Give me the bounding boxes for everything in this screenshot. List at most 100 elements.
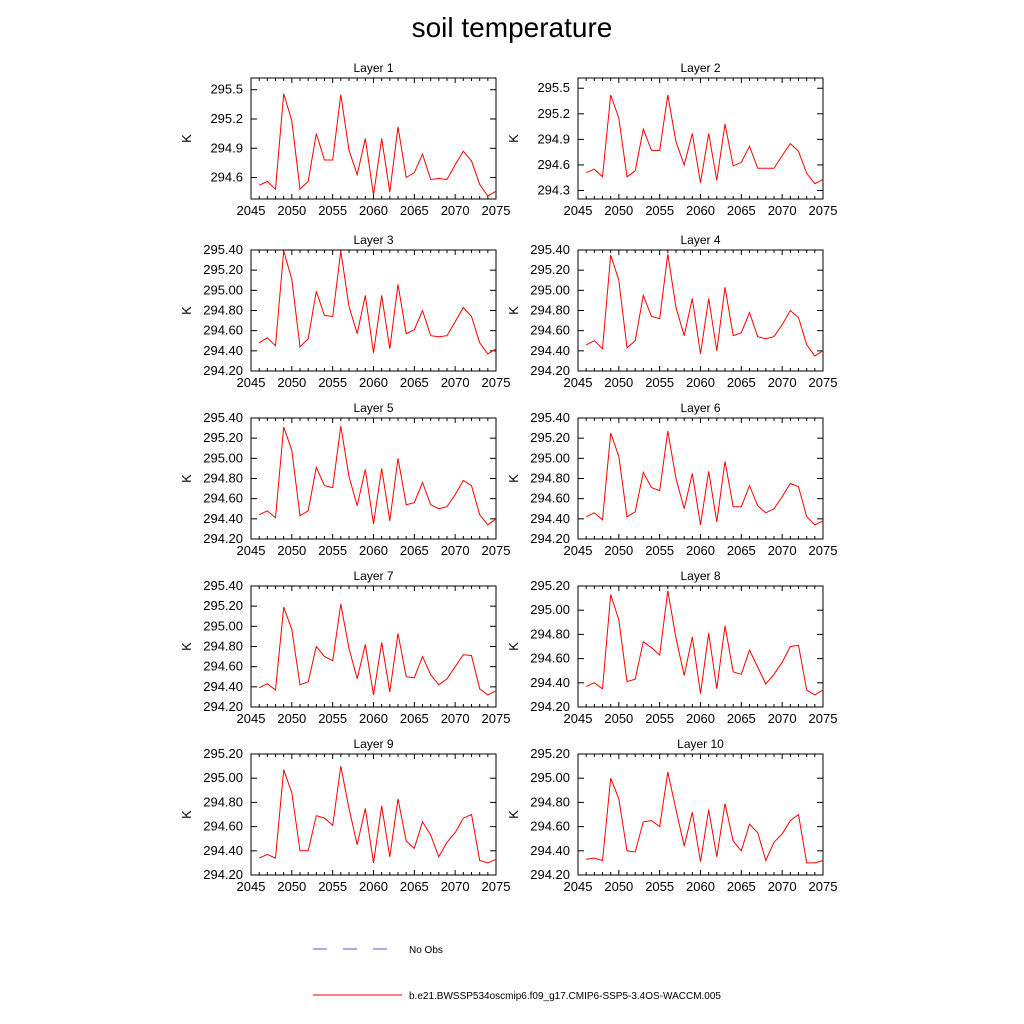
x-tick-label: 2045 (564, 203, 593, 218)
series-line (258, 604, 497, 696)
x-tick-label: 2050 (277, 711, 306, 726)
x-tick-label: 2070 (441, 879, 470, 894)
x-tick-label: 2055 (645, 543, 674, 558)
panel-title: Layer 10 (677, 737, 724, 751)
y-tick-label: 294.80 (530, 626, 570, 641)
y-tick-label: 295.20 (530, 262, 570, 277)
y-tick-label: 294.40 (203, 511, 243, 526)
y-tick-label: 294.20 (203, 699, 243, 714)
series-line (258, 93, 497, 197)
x-tick-label: 2055 (318, 203, 347, 218)
x-tick-label: 2070 (441, 543, 470, 558)
y-tick-label: 294.20 (530, 531, 570, 546)
x-tick-label: 2055 (645, 711, 674, 726)
y-tick-label: 294.60 (530, 491, 570, 506)
figure-title: soil temperature (411, 12, 613, 43)
x-tick-label: 2045 (237, 711, 266, 726)
x-tick-label: 2065 (400, 879, 429, 894)
x-tick-label: 2075 (809, 203, 838, 218)
y-tick-label: 294.6 (537, 157, 570, 172)
y-tick-label: 294.20 (530, 363, 570, 378)
y-tick-label: 294.60 (530, 323, 570, 338)
plot-frame (577, 585, 824, 708)
panels-group: Layer 1 K 2045 2050 2055 2060 2065 2070 2075 294.… (179, 61, 837, 894)
y-tick-label: 294.80 (530, 471, 570, 486)
series-line (586, 771, 824, 864)
panel-layer-1: Layer 1 K 2045 2050 2055 2060 2065 2070 2075 294.… (179, 61, 510, 218)
y-axis-label: K (179, 810, 194, 819)
panel-title: Layer 8 (680, 569, 720, 583)
x-tick-label: 2075 (482, 203, 511, 218)
plot-frame (250, 585, 497, 708)
x-tick-label: 2070 (768, 203, 797, 218)
panel-layer-7: Layer 7 K 2045 2050 2055 2060 2065 2070 2075 294.… (179, 569, 510, 726)
x-tick-label: 2055 (645, 879, 674, 894)
y-axis-label: K (179, 474, 194, 483)
y-tick-label: 294.20 (203, 867, 243, 882)
y-axis-label: K (179, 642, 194, 651)
y-tick-label: 295.20 (203, 262, 243, 277)
x-tick-label: 2075 (809, 543, 838, 558)
panel-layer-5: Layer 5 K 2045 2050 2055 2060 2065 2070 2075 294.… (179, 401, 510, 558)
panel-layer-10: Layer 10 K 2045 2050 2055 2060 2065 2070 2075 294… (506, 737, 837, 894)
x-tick-label: 2075 (482, 711, 511, 726)
x-tick-label: 2050 (604, 711, 633, 726)
y-tick-label: 294.40 (203, 343, 243, 358)
x-tick-label: 2050 (604, 879, 633, 894)
y-axis-label: K (506, 474, 521, 483)
y-tick-label: 295.2 (210, 111, 243, 126)
y-tick-label: 295.00 (203, 618, 243, 633)
y-tick-label: 294.80 (530, 303, 570, 318)
y-tick-label: 295.00 (530, 602, 570, 617)
x-tick-label: 2065 (400, 543, 429, 558)
y-tick-label: 295.20 (203, 430, 243, 445)
y-tick-label: 295.00 (530, 450, 570, 465)
x-tick-label: 2060 (686, 203, 715, 218)
x-tick-label: 2045 (237, 879, 266, 894)
y-tick-label: 295.2 (537, 106, 570, 121)
x-tick-label: 2050 (604, 375, 633, 390)
x-tick-label: 2065 (727, 543, 756, 558)
y-tick-label: 294.80 (203, 639, 243, 654)
x-tick-label: 2050 (277, 543, 306, 558)
y-axis-label: K (506, 810, 521, 819)
y-tick-label: 295.00 (203, 450, 243, 465)
x-tick-label: 2045 (237, 543, 266, 558)
x-tick-label: 2045 (564, 711, 593, 726)
x-tick-label: 2055 (645, 375, 674, 390)
y-tick-label: 295.40 (530, 242, 570, 257)
panel-title: Layer 2 (680, 61, 720, 75)
x-tick-label: 2065 (727, 711, 756, 726)
y-tick-label: 294.40 (203, 679, 243, 694)
x-tick-label: 2065 (727, 203, 756, 218)
y-tick-label: 294.80 (203, 303, 243, 318)
y-tick-label: 294.40 (203, 843, 243, 858)
x-tick-label: 2060 (686, 711, 715, 726)
y-tick-label: 295.40 (203, 410, 243, 425)
y-tick-label: 294.60 (203, 819, 243, 834)
x-tick-label: 2045 (237, 375, 266, 390)
legend-model-label: b.e21.BWSSP534oscmip6.f09_g17.CMIP6-SSP5… (409, 991, 721, 1002)
x-tick-label: 2065 (727, 375, 756, 390)
y-tick-label: 295.5 (537, 80, 570, 95)
plot-frame (250, 77, 497, 200)
x-tick-label: 2060 (359, 543, 388, 558)
x-tick-label: 2070 (441, 203, 470, 218)
y-tick-label: 294.60 (203, 659, 243, 674)
y-axis-label: K (506, 642, 521, 651)
y-tick-label: 295.40 (203, 578, 243, 593)
x-tick-label: 2065 (400, 203, 429, 218)
x-tick-label: 2045 (564, 879, 593, 894)
x-tick-label: 2055 (318, 879, 347, 894)
y-tick-label: 295.00 (203, 282, 243, 297)
y-tick-label: 294.80 (203, 471, 243, 486)
y-axis-label: K (179, 306, 194, 315)
panel-title: Layer 3 (353, 233, 393, 247)
y-tick-label: 294.40 (530, 511, 570, 526)
x-tick-label: 2070 (768, 879, 797, 894)
y-tick-label: 294.60 (203, 491, 243, 506)
panel-title: Layer 9 (353, 737, 393, 751)
legend: No Obs b.e21.BWSSP534oscmip6.f09_g17.CMI… (313, 945, 721, 1002)
panel-title: Layer 5 (353, 401, 393, 415)
series-line (258, 766, 497, 864)
